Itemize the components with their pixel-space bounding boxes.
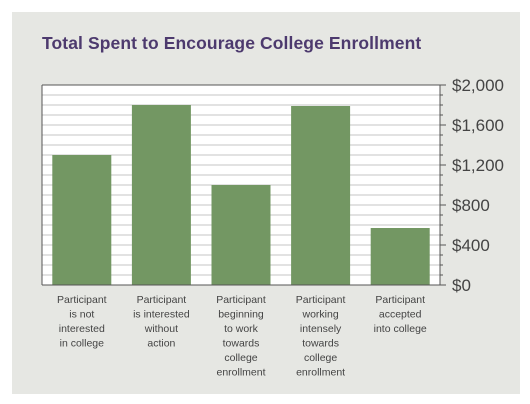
x-category-label: Participant working intensely towards colleg…	[296, 294, 346, 379]
y-tick-labels: $0 $400 $800 $1,200 $1,600 $2,000	[452, 76, 504, 295]
bars	[52, 105, 430, 285]
y-tick-label: $0	[452, 276, 471, 295]
x-category-label: Participant is interested without action	[133, 294, 190, 350]
y-tick-label: $2,000	[452, 76, 504, 95]
x-category-labels: Participant is not interested in college Par…	[57, 294, 427, 379]
y-tick-label: $800	[452, 196, 490, 215]
bar	[131, 105, 191, 285]
x-category-label: Participant accepted into college	[374, 294, 427, 335]
bar	[211, 185, 271, 285]
bar	[291, 106, 351, 285]
bar	[52, 155, 112, 285]
x-category-label: Participant is not interested in college	[57, 294, 107, 350]
y-tick-label: $400	[452, 236, 490, 255]
chart-title: Total Spent to Encourage College Enrollm…	[42, 33, 422, 53]
y-tick-label: $1,200	[452, 156, 504, 175]
bar	[370, 228, 430, 285]
y-tick-label: $1,600	[452, 116, 504, 135]
axes	[41, 84, 446, 286]
x-category-label: Participant beginning to work towards colleg…	[216, 294, 266, 379]
